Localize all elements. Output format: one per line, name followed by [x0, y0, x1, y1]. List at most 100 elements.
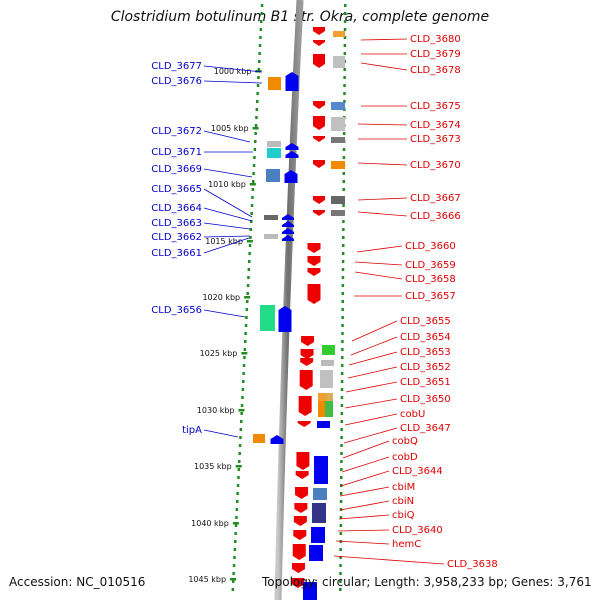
- forward-gene-arrow: [282, 221, 294, 227]
- leader-line: [357, 162, 408, 166]
- gene-label: cbiM: [392, 482, 415, 493]
- gene-label: CLD_3667: [410, 193, 461, 204]
- tick-mark: [249, 183, 256, 186]
- reverse-gene-arrow: [313, 40, 325, 46]
- cog-box: [312, 503, 326, 523]
- cog-box: [331, 196, 345, 204]
- leader-line: [203, 130, 251, 143]
- gene-label: CLD_3663: [151, 218, 202, 229]
- cog-box: [268, 77, 281, 90]
- reverse-gene-arrow: [313, 27, 325, 35]
- reverse-gene-arrow: [294, 503, 308, 513]
- leader-line: [343, 427, 398, 444]
- left-gene-labels: CLD_3677 CLD_3676 CLD_3672 CLD_3671 CLD_3669…: [151, 61, 263, 438]
- reverse-gene-arrow: [300, 358, 314, 366]
- gene-label: CLD_3655: [400, 316, 451, 327]
- gene-label: CLD_3647: [400, 423, 451, 434]
- leader-line: [344, 413, 398, 426]
- gene-label: CLD_3662: [151, 232, 202, 243]
- gene-label: CLD_3656: [151, 305, 202, 316]
- leader-line: [338, 514, 390, 520]
- leader-line: [203, 65, 263, 73]
- forward-gene-arrow: [270, 435, 284, 444]
- reverse-gene-arrow: [313, 196, 325, 204]
- tick-mark: [230, 578, 237, 581]
- tick-mark: [241, 352, 248, 355]
- cog-box: [317, 421, 330, 428]
- reverse-gene-arrow: [307, 243, 321, 253]
- gene-label: CLD_3665: [151, 184, 202, 195]
- cog-box: [313, 488, 327, 500]
- cog-box: [333, 56, 345, 68]
- leader-line: [360, 62, 408, 71]
- gene-label: CLD_3638: [447, 559, 498, 570]
- reverse-gene-arrow: [292, 544, 306, 560]
- cog-box: [331, 102, 345, 110]
- reverse-gene-arrow: [313, 54, 325, 68]
- leader-line: [203, 235, 251, 238]
- cog-box: [321, 360, 334, 366]
- gene-label: CLD_3650: [400, 394, 451, 405]
- leader-line: [203, 309, 246, 318]
- reverse-gene-arrow: [301, 336, 315, 346]
- leader-line: [344, 398, 398, 409]
- gene-label: tipA: [182, 425, 202, 436]
- leader-line: [360, 38, 408, 41]
- gene-label: CLD_3664: [151, 203, 202, 214]
- tick-label: 1000 kbp: [214, 67, 252, 76]
- gene-label: CLD_3680: [410, 34, 461, 45]
- gene-label: cobU: [400, 409, 425, 420]
- tick-mark: [232, 522, 239, 525]
- leader-line: [357, 197, 408, 201]
- leader-line: [203, 207, 253, 222]
- gene-label: CLD_3674: [410, 120, 461, 131]
- tick-labels: 1000 kbp 1005 kbp 1010 kbp 1015 kbp 1020 kbp…: [188, 67, 262, 584]
- tick-label: 1015 kbp: [205, 237, 243, 246]
- gene-label: CLD_3673: [410, 134, 461, 145]
- leader-line: [203, 80, 263, 84]
- leader-line: [203, 168, 253, 178]
- leader-line: [203, 222, 251, 230]
- gene-label: CLD_3672: [151, 126, 202, 137]
- gene-label: CLD_3670: [410, 160, 461, 171]
- cog-box: [267, 148, 281, 158]
- leader-line: [351, 320, 398, 342]
- leader-line: [357, 123, 408, 126]
- gene-label: CLD_3669: [151, 164, 202, 175]
- forward-gene-arrow: [282, 214, 294, 220]
- tick-mark: [252, 127, 259, 130]
- forward-gene-arrow: [278, 306, 292, 332]
- cog-box: [253, 434, 265, 443]
- gene-label: CLD_3658: [405, 274, 456, 285]
- tick-mark: [244, 296, 251, 299]
- forward-gene-arrow: [285, 72, 299, 91]
- reverse-gene-arrow: [297, 421, 311, 427]
- cog-box: [318, 401, 325, 417]
- right-gene-labels: CLD_3680 CLD_3679 CLD_3678 CLD_3675 CLD_3674…: [333, 34, 498, 570]
- gene-label: CLD_3640: [392, 525, 443, 536]
- cog-box: [331, 161, 345, 169]
- leader-line: [347, 366, 398, 379]
- leader-line: [354, 261, 403, 266]
- reverse-gene-arrow: [313, 116, 325, 130]
- reverse-gene-arrow: [295, 487, 309, 499]
- gene-label: cobD: [392, 452, 418, 463]
- cog-box: [303, 582, 317, 600]
- cog-box: [331, 137, 345, 143]
- gene-label: CLD_3666: [410, 211, 461, 222]
- cog-box: [309, 545, 323, 561]
- gene-label: CLD_3651: [400, 377, 451, 388]
- leader-line: [335, 540, 390, 545]
- reverse-gene-arrow: [313, 160, 325, 168]
- gene-label: CLD_3652: [400, 362, 451, 373]
- forward-gene-arrow: [282, 235, 294, 241]
- reverse-gene-arrow: [313, 101, 325, 109]
- leader-line: [350, 336, 398, 356]
- forward-gene-arrow: [285, 143, 299, 150]
- cog-box: [266, 169, 280, 182]
- tick-label: 1035 kbp: [194, 462, 232, 471]
- leader-line: [337, 529, 390, 532]
- gene-label: CLD_3644: [392, 466, 443, 477]
- gene-label: cbiQ: [392, 510, 415, 521]
